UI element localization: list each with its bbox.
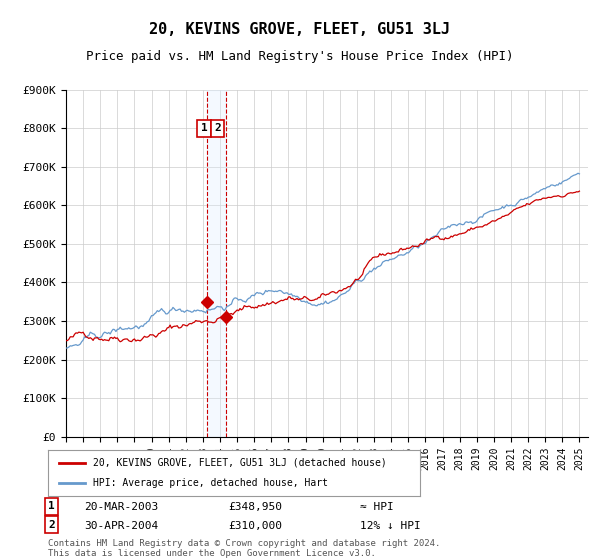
Text: Contains HM Land Registry data © Crown copyright and database right 2024.: Contains HM Land Registry data © Crown c… xyxy=(48,539,440,548)
Text: 30-APR-2004: 30-APR-2004 xyxy=(84,521,158,531)
Text: £310,000: £310,000 xyxy=(228,521,282,531)
Text: 1: 1 xyxy=(201,123,208,133)
Text: HPI: Average price, detached house, Hart: HPI: Average price, detached house, Hart xyxy=(92,478,328,488)
Text: ≈ HPI: ≈ HPI xyxy=(360,502,394,512)
Text: £348,950: £348,950 xyxy=(228,502,282,512)
Bar xyxy=(206,90,226,437)
Text: Price paid vs. HM Land Registry's House Price Index (HPI): Price paid vs. HM Land Registry's House … xyxy=(86,50,514,63)
Text: 1: 1 xyxy=(48,501,55,511)
Text: This data is licensed under the Open Government Licence v3.0.: This data is licensed under the Open Gov… xyxy=(48,549,376,558)
Text: 20-MAR-2003: 20-MAR-2003 xyxy=(84,502,158,512)
Text: 20, KEVINS GROVE, FLEET, GU51 3LJ (detached house): 20, KEVINS GROVE, FLEET, GU51 3LJ (detac… xyxy=(92,458,386,468)
Text: 2: 2 xyxy=(214,123,221,133)
Text: 2: 2 xyxy=(48,520,55,530)
Text: 20, KEVINS GROVE, FLEET, GU51 3LJ: 20, KEVINS GROVE, FLEET, GU51 3LJ xyxy=(149,22,451,38)
Text: 12% ↓ HPI: 12% ↓ HPI xyxy=(360,521,421,531)
